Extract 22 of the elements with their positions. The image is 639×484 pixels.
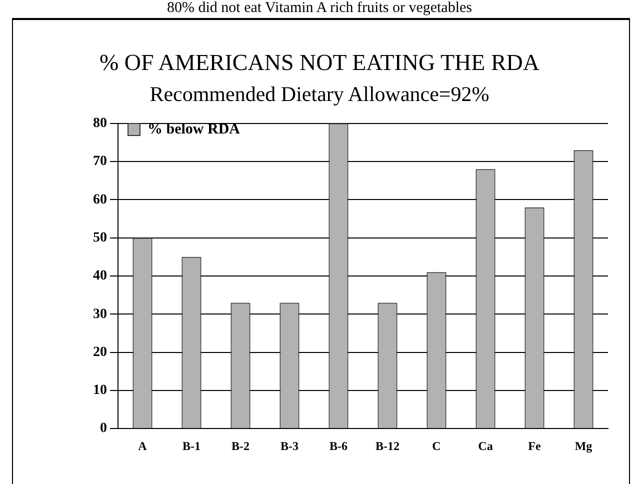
- x-tick-label: B-3: [280, 438, 298, 453]
- x-tick-label: Fe: [528, 438, 542, 453]
- y-tick-label: 70: [93, 154, 107, 170]
- x-tick-label: A: [138, 438, 148, 453]
- chart-title: % OF AMERICANS NOT EATING THE RDA: [98, 50, 540, 76]
- y-tick-label: 40: [93, 268, 107, 284]
- y-tick-label: 50: [93, 230, 107, 246]
- y-tick-label: 10: [93, 383, 107, 398]
- x-tick-label: Ca: [478, 438, 493, 453]
- y-tick-label: 80: [93, 116, 107, 132]
- chart-subtitle: Recommended Dietary Allowance=92%: [148, 82, 490, 107]
- text: 80% did not eat Vitamin A rich fruits or vegetables: [166, 0, 473, 17]
- y-tick-label: 0: [100, 421, 107, 436]
- y-tick-label: 30: [93, 306, 107, 322]
- x-tick-label: B-1: [182, 438, 200, 453]
- x-tick-label: B-6: [330, 438, 348, 453]
- x-tick-label: B-12: [376, 438, 400, 453]
- x-tick-label: B-2: [232, 438, 250, 453]
- x-tick-label: C: [432, 438, 441, 453]
- y-tick-label: 60: [93, 192, 107, 208]
- x-tick-label: Mg: [574, 438, 592, 453]
- y-tick-label: 20: [93, 344, 107, 360]
